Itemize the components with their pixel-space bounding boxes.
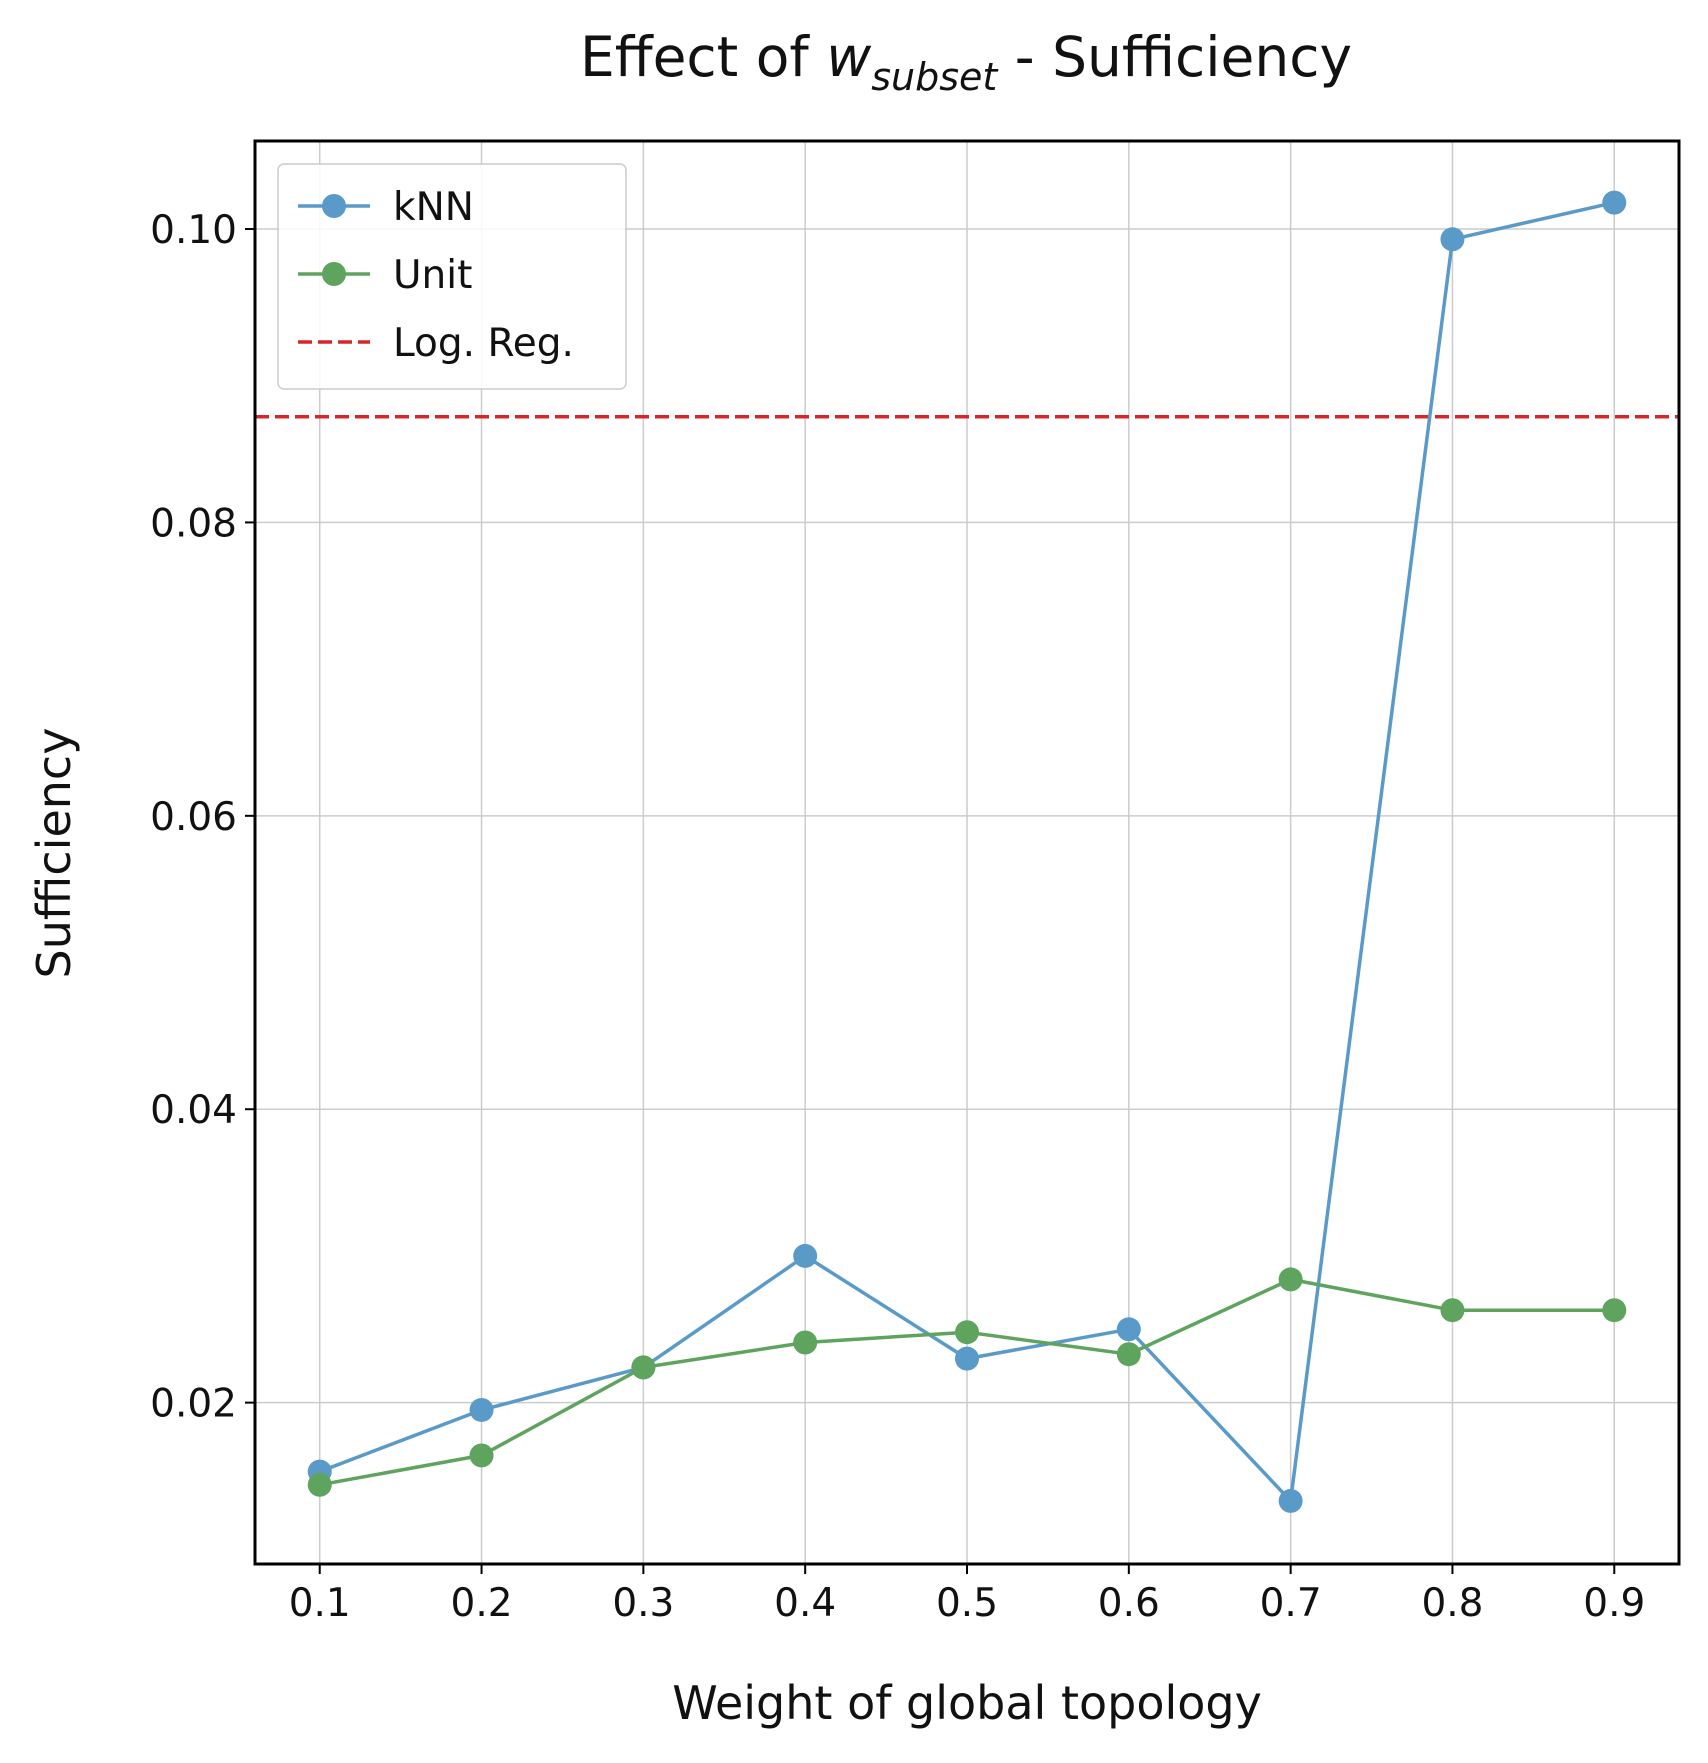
knn-data-point — [793, 1243, 818, 1268]
y-tick-label: 0.06 — [150, 795, 237, 840]
knn-legend-marker — [322, 194, 346, 218]
knn-data-point — [1440, 227, 1465, 252]
knn-data-point — [955, 1346, 979, 1371]
knn-data-point — [1602, 190, 1627, 215]
chart-title: Effect of wsubset - Sufficiency — [580, 25, 1352, 99]
unit-data-point — [1116, 1342, 1141, 1367]
unit-data-point — [1440, 1298, 1465, 1323]
knn-data-point — [469, 1397, 494, 1422]
x-axis: 0.1 0.2 0.3 0.4 0.5 0.6 0.7 0.8 0.9 — [289, 1564, 1645, 1626]
grid-lines — [255, 141, 1679, 1564]
x-tick-label: 0.2 — [451, 1581, 513, 1626]
x-tick-label: 0.7 — [1260, 1581, 1322, 1626]
knn-data-point — [1278, 1488, 1303, 1513]
x-tick-label: 0.9 — [1583, 1581, 1645, 1626]
y-axis: 0.02 0.04 0.06 0.08 0.10 — [150, 208, 255, 1427]
knn-data-point — [1116, 1317, 1141, 1342]
unit-data-point — [469, 1443, 494, 1468]
y-tick-label: 0.02 — [150, 1382, 237, 1427]
x-tick-label: 0.5 — [936, 1581, 998, 1626]
unit-data-point — [1278, 1267, 1303, 1292]
x-tick-label: 0.1 — [289, 1581, 351, 1626]
y-axis-label: Sufficiency — [27, 728, 81, 979]
x-tick-label: 0.6 — [1098, 1581, 1160, 1626]
x-tick-label: 0.4 — [774, 1581, 836, 1626]
unit-legend-label: Unit — [393, 253, 472, 298]
x-axis-label: Weight of global topology — [672, 1676, 1262, 1730]
series-points — [307, 190, 1627, 1513]
unit-legend-marker — [322, 262, 346, 286]
log-reg-legend-label: Log. Reg. — [393, 321, 574, 366]
legend-box — [277, 163, 627, 390]
y-tick-label: 0.08 — [150, 501, 237, 546]
x-tick-label: 0.3 — [612, 1581, 674, 1626]
unit-data-point — [793, 1330, 818, 1355]
y-tick-label: 0.04 — [150, 1088, 237, 1133]
x-tick-label: 0.8 — [1421, 1581, 1483, 1626]
unit-data-point — [955, 1320, 979, 1345]
legend: kNN Unit Log. Reg. — [277, 163, 627, 390]
unit-data-point — [307, 1472, 332, 1497]
unit-data-point — [631, 1355, 656, 1380]
y-tick-label: 0.10 — [150, 208, 237, 253]
unit-data-point — [1602, 1298, 1627, 1323]
knn-legend-label: kNN — [393, 185, 474, 230]
